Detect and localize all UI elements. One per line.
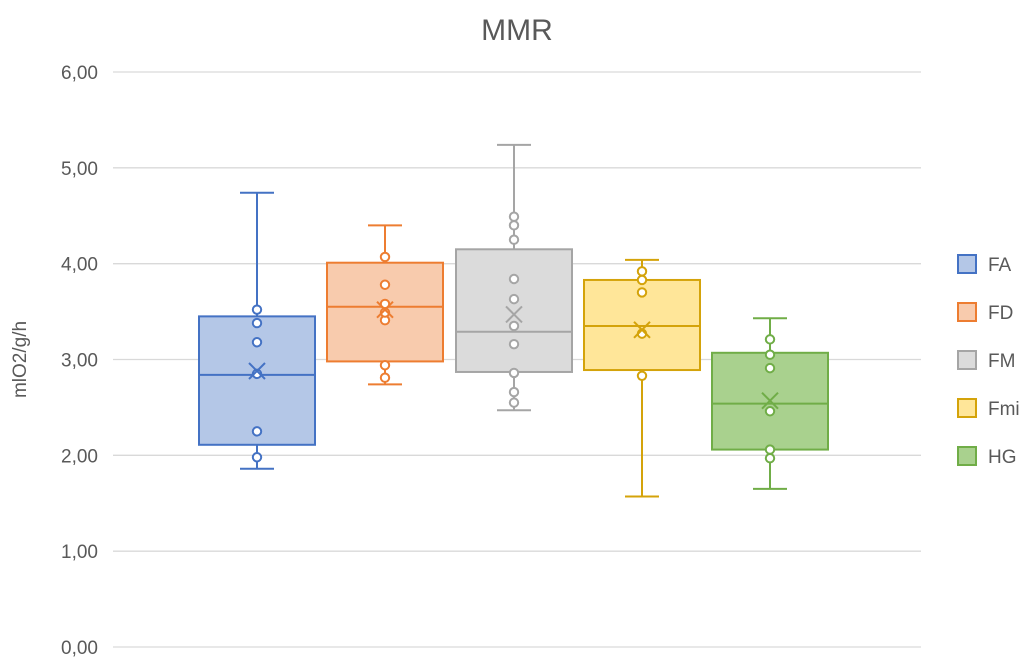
legend-swatch — [957, 398, 977, 418]
box-hg — [711, 317, 829, 490]
box-fm — [455, 143, 573, 412]
data-point — [508, 211, 520, 222]
box-iqr — [198, 315, 316, 446]
box-iqr — [455, 248, 573, 373]
data-point — [251, 304, 263, 315]
data-point — [764, 453, 776, 464]
data-point — [508, 234, 520, 245]
data-point — [251, 317, 263, 329]
y-tick-label: 5,00 — [61, 159, 98, 180]
y-axis-label: mlO2/g/h — [10, 321, 31, 398]
data-point — [379, 251, 391, 263]
data-point — [508, 386, 520, 398]
data-point — [764, 444, 776, 455]
legend-item-fmi: Fmi — [957, 398, 1020, 420]
data-point — [508, 338, 520, 350]
data-point — [508, 220, 520, 231]
data-point — [636, 274, 648, 286]
data-point — [379, 279, 391, 290]
legend-swatch — [957, 254, 977, 274]
data-point — [636, 287, 648, 298]
legend-item-hg: HG — [957, 446, 1017, 468]
mean-marker — [505, 305, 523, 324]
y-tick-label: 1,00 — [61, 542, 98, 563]
data-point — [251, 337, 263, 348]
data-point — [636, 370, 648, 381]
mean-marker — [633, 321, 651, 339]
data-point — [764, 349, 776, 360]
y-tick-label: 6,00 — [61, 63, 98, 84]
legend: FA FD FM Fmi HG — [957, 254, 1020, 468]
data-point — [508, 293, 520, 305]
data-point — [379, 360, 391, 371]
data-point — [636, 266, 648, 277]
data-point — [508, 367, 520, 379]
data-point — [508, 397, 520, 408]
data-point — [508, 273, 520, 285]
y-tick-label: 4,00 — [61, 255, 98, 276]
legend-label: FM — [988, 351, 1015, 372]
legend-label: HG — [988, 447, 1017, 468]
mean-marker — [376, 300, 394, 319]
legend-item-fd: FD — [957, 302, 1013, 324]
data-point — [251, 426, 263, 437]
y-tick-label: 2,00 — [61, 446, 98, 467]
data-point — [379, 372, 391, 383]
box-fd — [326, 224, 444, 386]
legend-label: FA — [988, 255, 1012, 276]
box-fa — [198, 191, 316, 470]
chart-title: MMR — [481, 14, 553, 47]
mean-marker — [761, 392, 779, 410]
data-point — [379, 298, 391, 310]
data-point — [764, 362, 776, 374]
data-point — [764, 334, 776, 345]
data-point — [508, 320, 520, 332]
legend-label: FD — [988, 303, 1013, 324]
y-axis-ticks: 0,00 1,00 2,00 3,00 4,00 5,00 6,00 — [61, 63, 98, 659]
legend-swatch — [957, 350, 977, 370]
data-point — [764, 406, 776, 417]
legend-label: Fmi — [988, 399, 1020, 420]
y-tick-label: 0,00 — [61, 638, 98, 659]
legend-swatch — [957, 446, 977, 466]
legend-item-fm: FM — [957, 350, 1015, 372]
legend-swatch — [957, 302, 977, 322]
mean-marker — [248, 362, 266, 380]
box-fmi — [583, 258, 701, 498]
legend-item-fa: FA — [957, 254, 1012, 276]
box-series — [198, 143, 829, 498]
y-tick-label: 3,00 — [61, 351, 98, 372]
data-point — [251, 452, 263, 463]
